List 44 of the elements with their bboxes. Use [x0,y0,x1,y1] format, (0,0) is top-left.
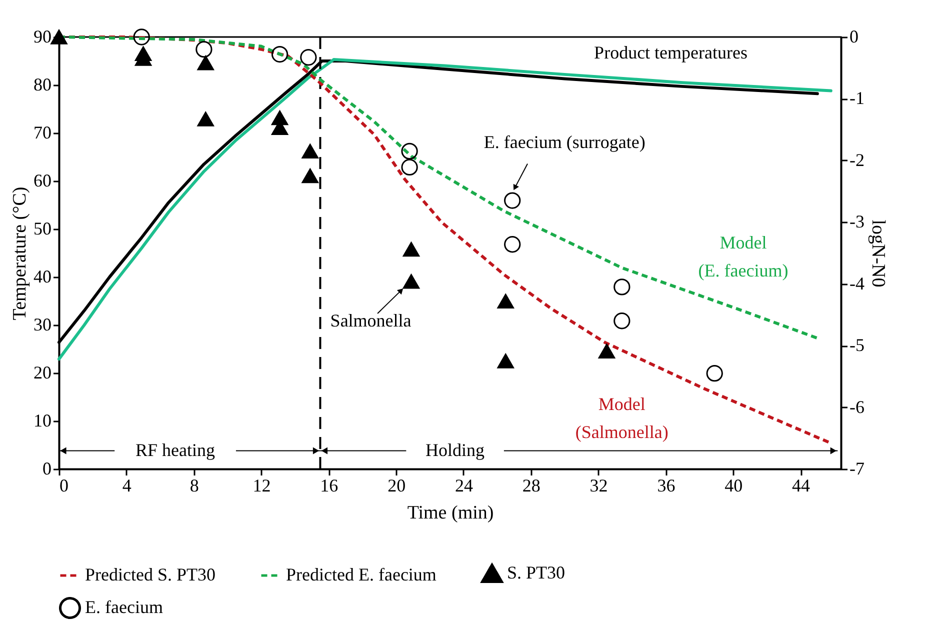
y-axis-title: Temperature (°C) [10,186,30,320]
y2-axis-title: logN-N0 [867,220,888,288]
y-tick-label: 90 [34,26,52,46]
legend-label: Predicted E. faecium [286,564,436,584]
x-tick-label: 44 [792,476,810,496]
legend-label: E. faecium [85,597,163,617]
legend-label: S. PT30 [507,562,566,582]
annotation: E. faecium (surrogate) [484,132,646,152]
x-tick-label: 8 [190,476,199,496]
annotation: Holding [426,440,485,460]
y-tick-label: 70 [34,122,52,142]
annotation: Salmonella [330,310,412,331]
x-tick-label: 12 [252,476,271,496]
x-tick-label: 28 [522,476,540,496]
y2-tick-label: -3 [850,212,864,232]
x-tick-label: 32 [590,476,608,496]
x-tick-label: 20 [388,476,406,496]
annotation: RF heating [136,440,216,460]
y2-tick-label: -2 [850,150,864,170]
x-tick-label: 40 [724,476,743,496]
y-tick-label: 60 [34,170,52,190]
x-tick-label: 4 [122,476,132,496]
annotation: Product temperatures [594,42,748,62]
legend-label: Predicted S. PT30 [85,564,216,584]
y2-tick-label: -1 [850,88,864,108]
y2-tick-label: -5 [850,335,864,356]
annotation: Model (E. faecium) [698,232,788,280]
y-tick-label: 10 [34,410,52,430]
y-tick-label: 40 [34,266,52,286]
y-tick-label: 0 [42,458,52,478]
annotation: Model (Salmonella) [575,394,668,442]
y2-tick-label: -6 [850,396,864,417]
x-tick-label: 0 [60,476,68,496]
x-tick-label: 16 [320,476,338,496]
y-tick-label: 50 [34,218,52,238]
y-tick-label: 30 [34,314,52,334]
y2-tick-label: -4 [850,273,864,294]
x-tick-label: 36 [657,476,676,496]
y-tick-label: 80 [34,74,52,94]
y-tick-label: 20 [34,362,52,382]
x-tick-label: 24 [454,476,473,496]
y2-tick-label: -7 [850,458,864,478]
x-axis-title: Time (min) [407,502,494,524]
y2-tick-label: 0 [850,26,858,46]
